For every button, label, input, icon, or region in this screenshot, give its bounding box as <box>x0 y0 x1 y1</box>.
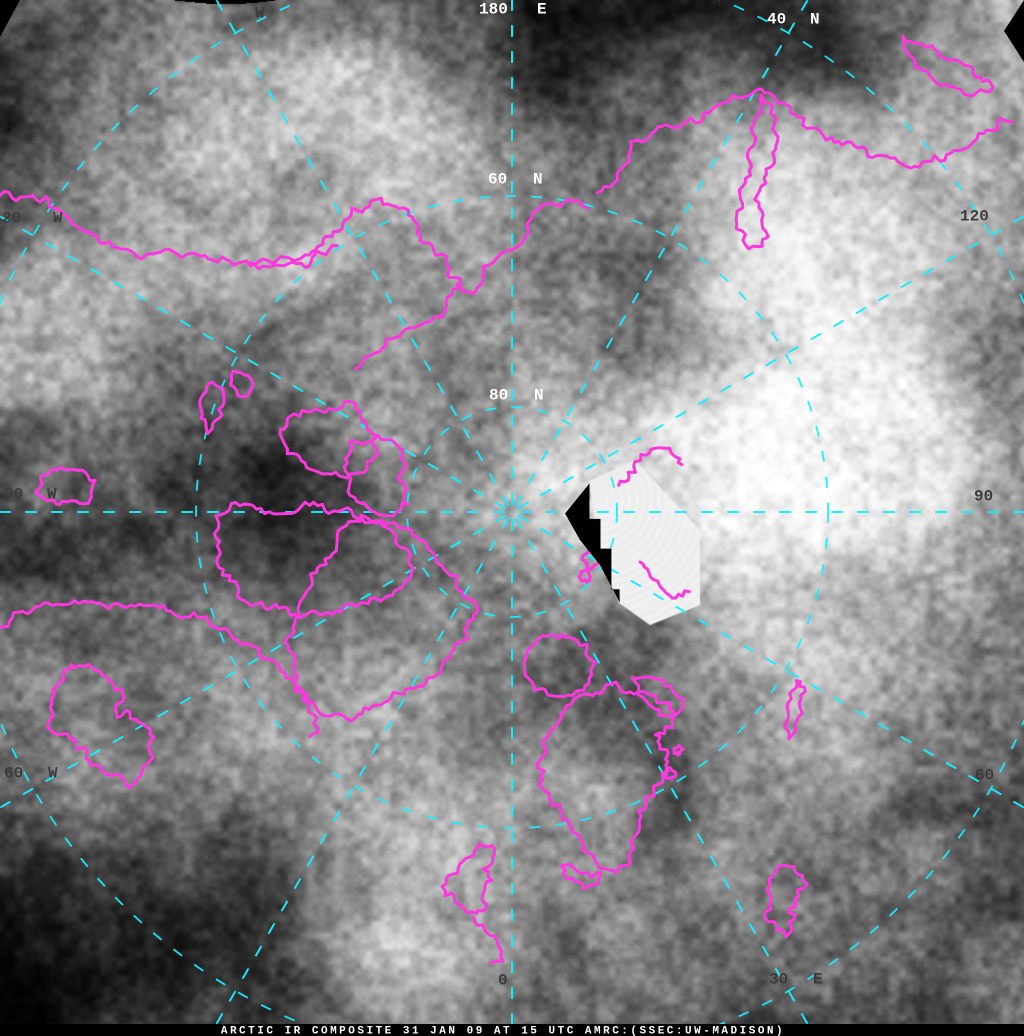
svg-text:W: W <box>255 5 265 23</box>
svg-text:60: 60 <box>4 765 23 783</box>
svg-text:W: W <box>48 765 58 783</box>
svg-text:N: N <box>534 387 544 405</box>
svg-text:E: E <box>813 971 823 989</box>
svg-text:180: 180 <box>479 1 508 19</box>
svg-text:0: 0 <box>498 972 508 990</box>
svg-text:120: 120 <box>960 208 989 226</box>
svg-text:80: 80 <box>489 387 508 405</box>
svg-text:60: 60 <box>975 767 994 785</box>
svg-text:90: 90 <box>974 488 993 506</box>
svg-text:30: 30 <box>769 971 788 989</box>
svg-text:20: 20 <box>2 210 21 228</box>
svg-text:ARCTIC IR COMPOSITE 31 JAN 09: ARCTIC IR COMPOSITE 31 JAN 09 AT 15 UTC … <box>221 1026 785 1036</box>
svg-text:N: N <box>533 171 543 189</box>
svg-text:W: W <box>47 486 57 504</box>
svg-text:40: 40 <box>767 11 786 29</box>
svg-text:E: E <box>537 1 547 19</box>
svg-text:W: W <box>53 210 63 228</box>
svg-text:90: 90 <box>4 486 23 504</box>
svg-text:N: N <box>810 11 820 29</box>
svg-text:60: 60 <box>488 171 507 189</box>
